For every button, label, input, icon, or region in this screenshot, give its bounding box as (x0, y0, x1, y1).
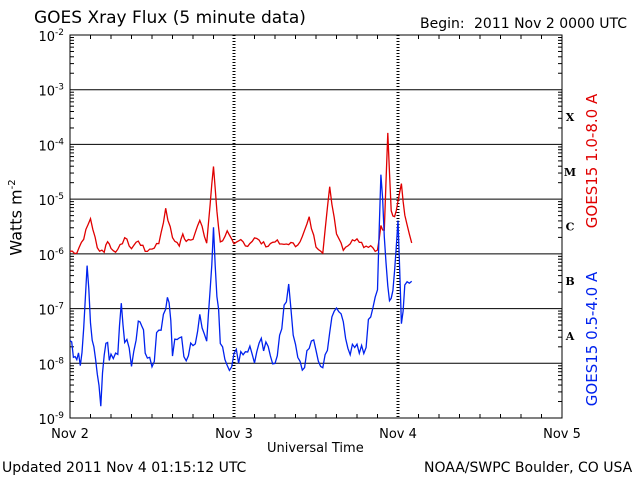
y-tick-label: 10-2 (38, 28, 64, 45)
y-tick-label: 10-3 (38, 83, 64, 100)
begin-label: Begin: (420, 16, 465, 32)
series-line-short-wave (69, 174, 413, 407)
plot-frame (69, 34, 563, 419)
updated-timestamp: Updated 2011 Nov 4 01:15:12 UTC (2, 460, 247, 476)
flare-class-label: X (566, 111, 575, 124)
x-tick-label: Nov 4 (379, 427, 417, 442)
x-tick-label: Nov 2 (51, 427, 89, 442)
y-tick-label: 10-5 (38, 192, 64, 209)
begin-value: 2011 Nov 2 0000 UTC (474, 16, 628, 32)
flare-class-label: C (566, 221, 575, 234)
series-line-long-wave (70, 132, 413, 255)
y-tick-label: 10-6 (38, 247, 64, 264)
x-tick-label: Nov 3 (215, 427, 253, 442)
flare-class-label: A (565, 330, 575, 343)
credit-text: NOAA/SWPC Boulder, CO USA (424, 460, 633, 476)
y-tick-label: 10-9 (38, 411, 64, 428)
y-tick-label: 10-4 (38, 137, 64, 154)
flare-class-label: M (564, 166, 576, 179)
flare-class-label: B (565, 275, 574, 288)
y-tick-label: 10-8 (38, 356, 64, 373)
chart-title: GOES Xray Flux (5 minute data) (34, 8, 306, 28)
x-tick-label: Nov 5 (543, 427, 581, 442)
y-tick-label: 10-7 (38, 302, 64, 319)
x-axis-label: Universal Time (267, 441, 364, 456)
